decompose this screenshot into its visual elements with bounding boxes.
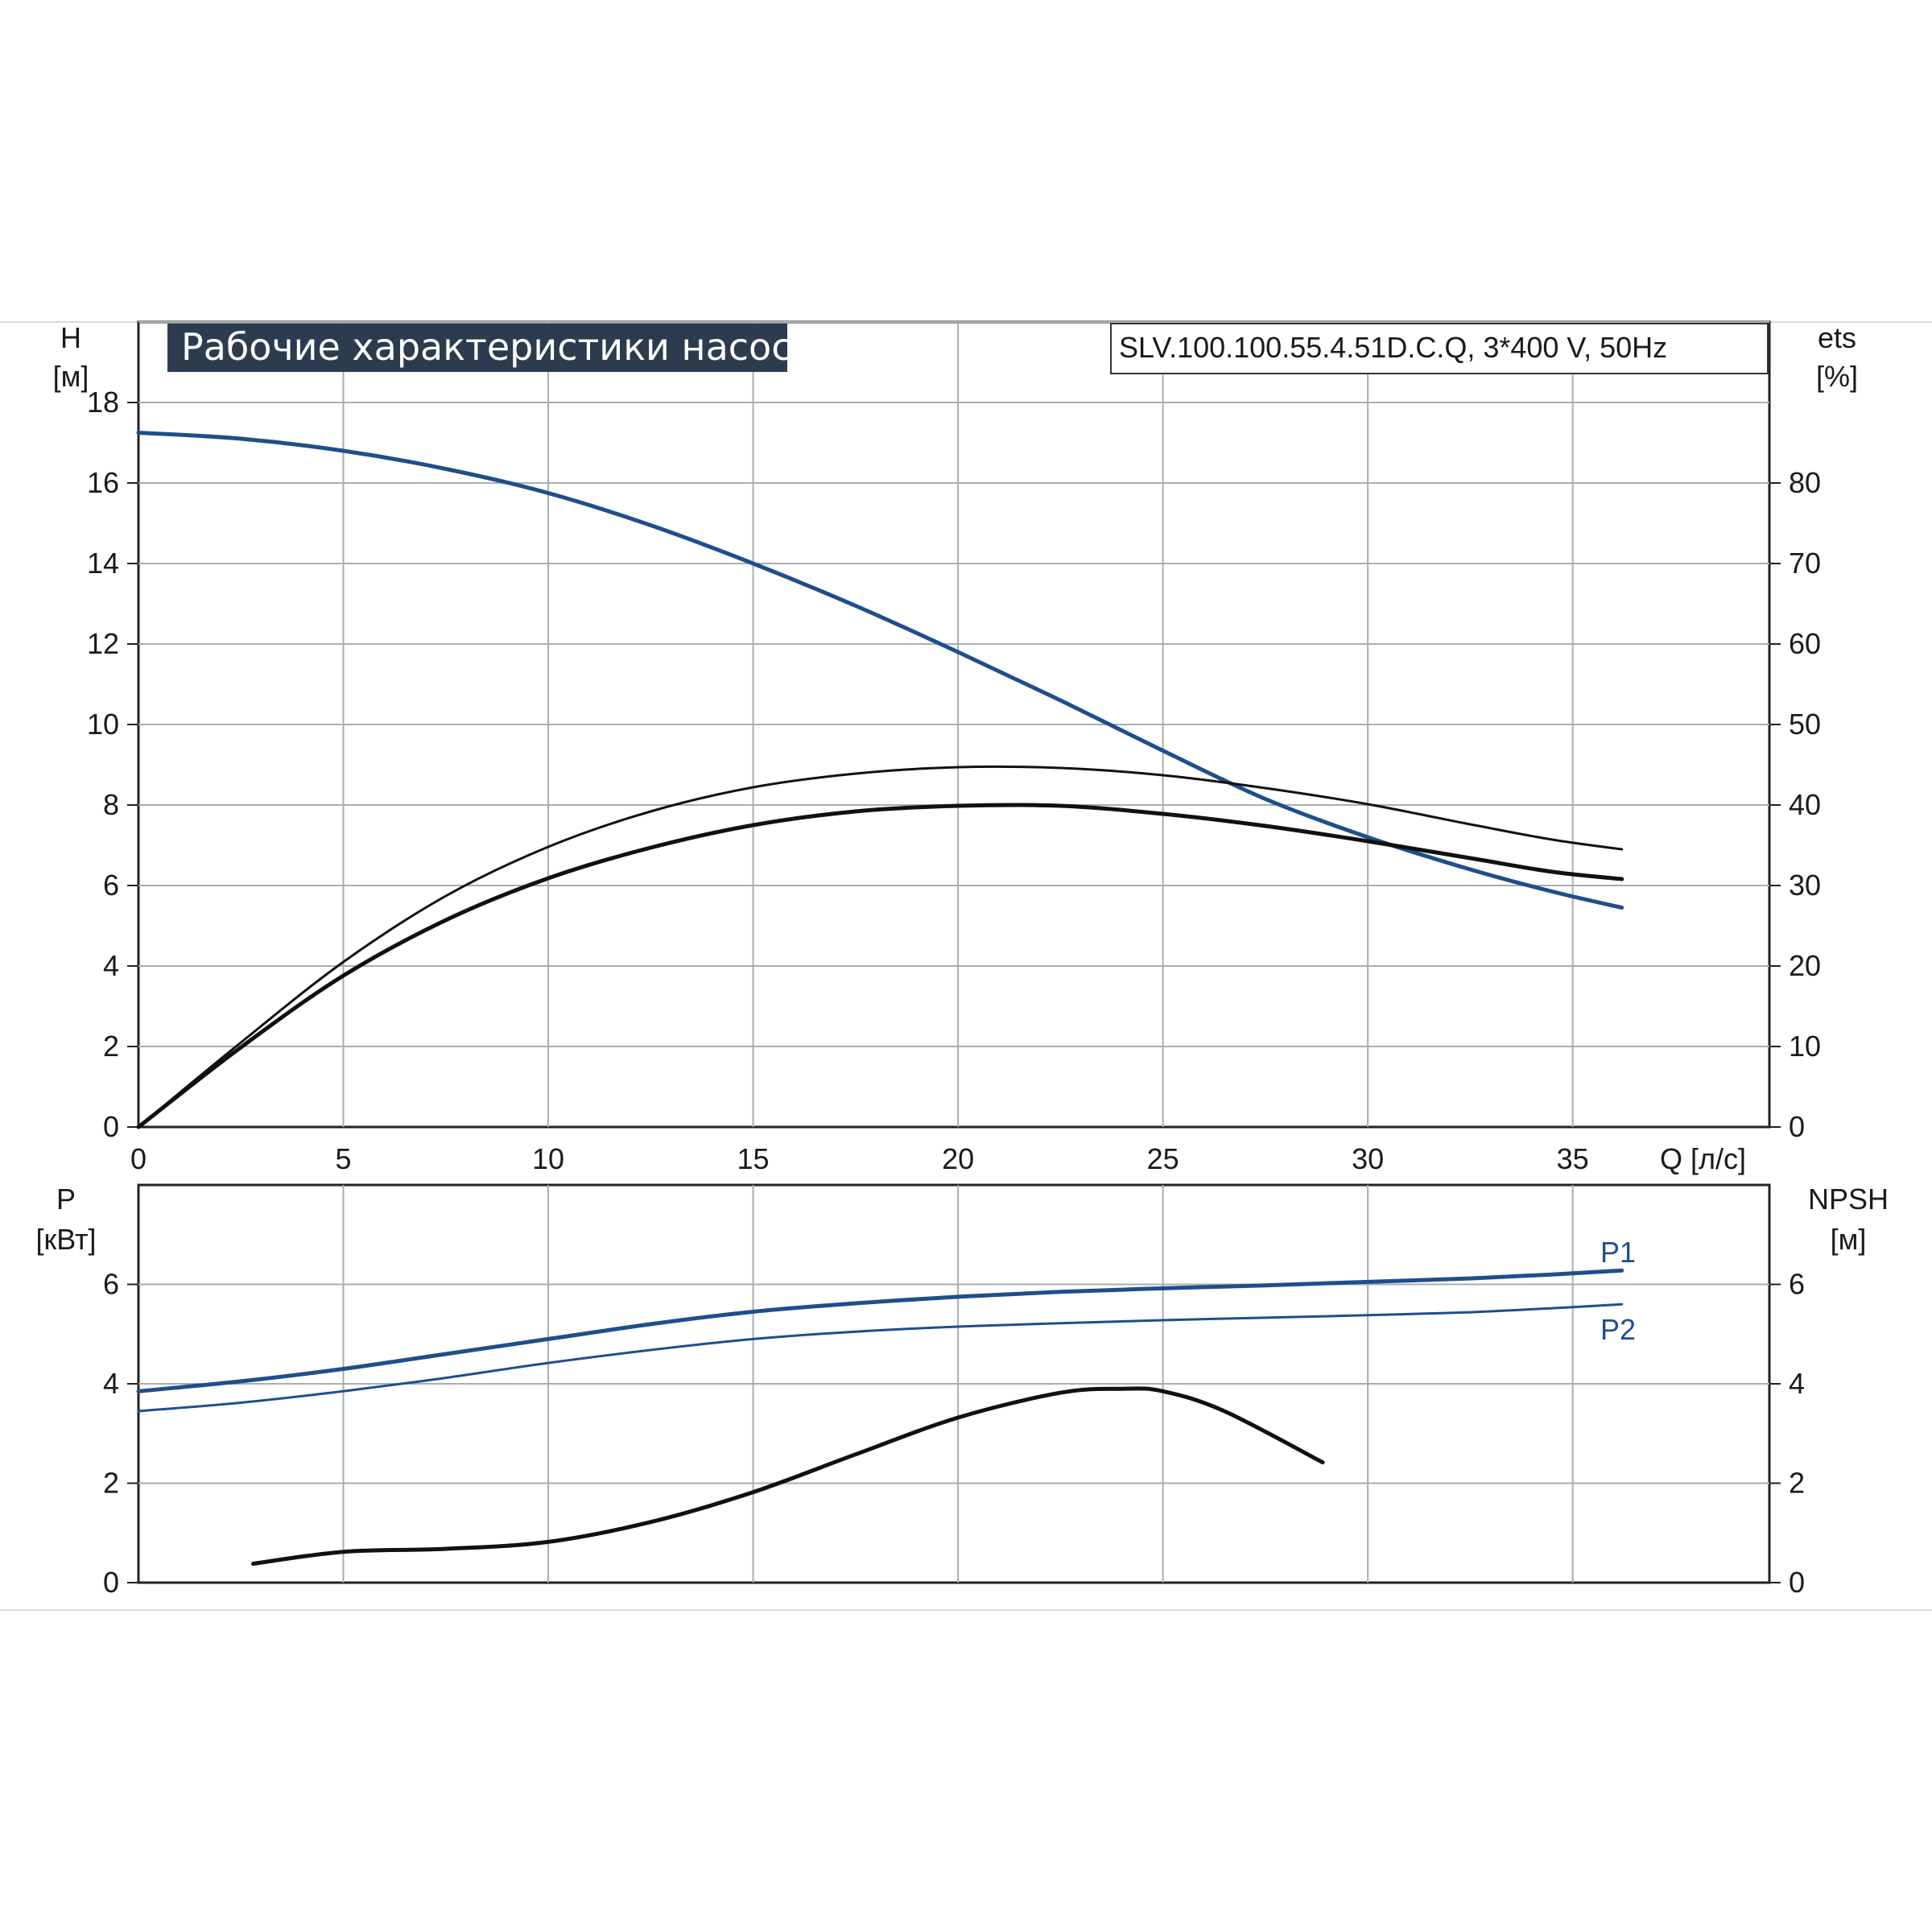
bottom-plot-series xyxy=(136,1268,1624,1566)
top-x-tick-label: 30 xyxy=(1352,1142,1384,1175)
top-y-left-tick-label: 4 xyxy=(103,949,119,982)
title-box xyxy=(167,324,787,372)
series-line-p2 xyxy=(137,1302,1624,1413)
top-y-left-tick-label: 8 xyxy=(103,788,119,821)
bottom-y-left-tick-label: 4 xyxy=(103,1367,119,1400)
top-series-line-2 xyxy=(136,803,1624,1129)
model-box xyxy=(1110,323,1769,374)
bottom-plot-grid xyxy=(138,1185,1769,1583)
top-y-left-tick-label: 6 xyxy=(103,869,119,902)
top-x-tick-label: 10 xyxy=(532,1142,564,1175)
bottom-y-right-tick-label: 6 xyxy=(1789,1268,1805,1301)
y-right-unit-bottom: [м] xyxy=(1831,1223,1867,1256)
bottom-y-left-tick-label: 0 xyxy=(103,1566,119,1599)
y-left-title-bottom: P xyxy=(56,1183,76,1216)
model-label: SLV.100.100.55.4.51D.C.Q, 3*400 V, 50Hz xyxy=(1119,331,1667,364)
top-plot-grid xyxy=(138,321,1769,1127)
top-y-left-tick-label: 12 xyxy=(87,627,119,660)
chart-title: Рабочие характеристики насоса xyxy=(181,325,815,369)
top-plot-series xyxy=(136,431,1624,1129)
top-series-line-1 xyxy=(137,765,1624,1129)
top-x-tick-label: 0 xyxy=(130,1142,147,1175)
bottom-y-right-tick-label: 2 xyxy=(1789,1467,1805,1500)
top-y-right-tick-label: 50 xyxy=(1789,708,1821,741)
top-y-right-tick-label: 30 xyxy=(1789,869,1821,902)
top-y-left-tick-label: 14 xyxy=(87,547,119,580)
top-y-right-tick-label: 10 xyxy=(1789,1030,1821,1063)
bottom-plot-ticks: 0 2 4 6 0 2 4 6 xyxy=(103,1268,1805,1600)
bottom-series-line-2 xyxy=(251,1386,1325,1566)
y-right-title-top: ets xyxy=(1818,321,1856,354)
top-y-left-tick-label: 18 xyxy=(87,386,119,419)
top-x-tick-label: 15 xyxy=(737,1142,770,1175)
top-y-right-tick-label: 80 xyxy=(1789,466,1821,499)
top-y-right-tick-label: 60 xyxy=(1789,627,1821,660)
top-y-right-tick-label: 0 xyxy=(1789,1110,1805,1143)
top-y-right-tick-label: 70 xyxy=(1789,547,1821,580)
top-x-tick-label: 5 xyxy=(336,1142,352,1175)
top-y-right-tick-label: 40 xyxy=(1789,788,1821,821)
top-y-left-tick-label: 0 xyxy=(103,1110,119,1143)
bottom-y-right-tick-label: 0 xyxy=(1789,1566,1805,1599)
x-axis-title: Q [л/с] xyxy=(1660,1142,1746,1175)
top-x-tick-label: 35 xyxy=(1557,1142,1589,1175)
top-series-line-0 xyxy=(136,431,1624,910)
top-plot-ticks: 0 2 4 6 8 10 12 14 16 18 0 10 20 30 40 50 60 70 80 0 5 10 15 20… xyxy=(87,386,1821,1175)
top-y-left-tick-label: 10 xyxy=(87,708,119,741)
y-right-title-bottom: NPSH xyxy=(1808,1183,1889,1216)
top-y-left-tick-label: 2 xyxy=(103,1030,119,1063)
bottom-y-left-tick-label: 6 xyxy=(103,1268,119,1301)
bottom-y-right-tick-label: 4 xyxy=(1789,1367,1805,1400)
y-left-title-top: H xyxy=(60,321,81,354)
top-x-tick-label: 25 xyxy=(1147,1142,1179,1175)
top-x-tick-label: 20 xyxy=(942,1142,974,1175)
y-right-unit-top: [%] xyxy=(1816,360,1858,393)
series-label-p1: P1 xyxy=(1600,1236,1636,1269)
y-left-unit-bottom: [кВт] xyxy=(35,1223,96,1256)
top-y-left-tick-label: 16 xyxy=(87,466,119,499)
y-left-unit-top: [м] xyxy=(53,360,89,393)
series-label-p2: P2 xyxy=(1600,1313,1636,1346)
bottom-y-left-tick-label: 2 xyxy=(103,1467,119,1500)
top-y-right-tick-label: 20 xyxy=(1789,949,1821,982)
series-line-p1 xyxy=(136,1268,1624,1393)
